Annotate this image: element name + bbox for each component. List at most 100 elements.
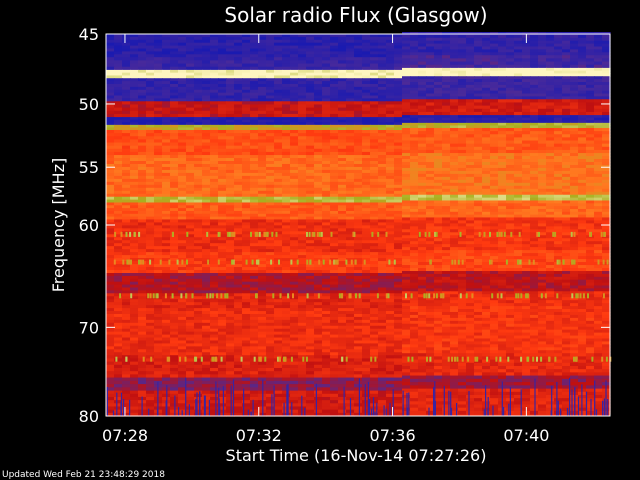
spectrum-cell	[506, 37, 515, 42]
spectrum-cell	[290, 34, 299, 38]
spectrum-cell	[450, 232, 459, 236]
spectrum-cell	[154, 145, 163, 150]
spectrum-cell	[146, 57, 155, 61]
spectrum-cell	[466, 84, 475, 89]
spectrum-cell	[402, 253, 411, 257]
spectrum-cell	[298, 234, 307, 238]
spectrum-cell	[474, 120, 483, 124]
spectrum-cell	[594, 64, 603, 69]
spectrum-cell	[202, 202, 211, 206]
spectrum-cell	[274, 190, 283, 195]
spectrum-cell	[394, 258, 403, 262]
spectrum-cell	[242, 231, 251, 235]
spectrum-cell	[266, 89, 275, 94]
spectrum-cell	[218, 63, 227, 68]
spectrum-cell	[474, 200, 483, 204]
spectrum-cell	[458, 173, 467, 178]
spectrum-cell	[538, 52, 547, 56]
spectrum-cell	[602, 67, 611, 72]
spectrum-cell	[586, 70, 595, 75]
spectrum-cell	[218, 261, 227, 265]
spectrum-cell	[242, 51, 251, 55]
spectrum-cell	[450, 241, 459, 245]
spectrum-cell	[138, 151, 147, 156]
spectrum-cell	[394, 69, 403, 74]
spectrum-cell	[546, 256, 555, 260]
spectrum-cell	[106, 267, 115, 271]
spectrum-cell	[330, 107, 339, 112]
spectrum-cell	[554, 238, 563, 242]
spectrum-cell	[482, 111, 491, 116]
spectrum-cell	[154, 219, 163, 224]
spectrum-cell	[546, 67, 555, 72]
spectrum-cell	[338, 169, 347, 174]
spectrum-cell	[170, 169, 179, 174]
spectrum-cell	[106, 107, 115, 112]
spectrum-cell	[434, 161, 443, 166]
spectrum-cell	[170, 136, 179, 140]
spectrum-cell	[194, 107, 203, 112]
spectrum-cell	[522, 99, 531, 104]
spectrum-cell	[370, 117, 379, 121]
spectrum-cell	[554, 149, 563, 154]
spectrum-cell	[458, 188, 467, 193]
spectrum-cell	[162, 231, 171, 235]
spectrum-cell	[202, 66, 211, 71]
spectrum-cell	[146, 81, 155, 85]
spectrum-cell	[426, 137, 435, 142]
spectrum-cell	[602, 125, 611, 129]
spectrum-cell	[234, 36, 243, 41]
spectrum-cell	[506, 241, 515, 245]
spectrum-cell	[474, 161, 483, 166]
spectrum-cell	[378, 208, 387, 212]
spectrum-cell	[178, 57, 187, 61]
spectrum-cell	[202, 81, 211, 85]
spectrum-cell	[186, 219, 195, 224]
spectrum-cell	[298, 240, 307, 244]
spectrum-cell	[426, 52, 435, 56]
spectrum-cell	[130, 95, 139, 100]
spectrum-cell	[466, 170, 475, 175]
spectrum-cell	[386, 237, 395, 241]
spectrum-cell	[122, 240, 131, 244]
spectrum-cell	[594, 70, 603, 75]
spectrum-cell	[162, 208, 171, 212]
spectrum-cell	[250, 155, 259, 159]
spectrum-cell	[538, 176, 547, 181]
spectrum-cell	[258, 172, 267, 177]
spectrum-cell	[434, 76, 443, 80]
spectrum-cell	[138, 48, 147, 52]
spectrum-cell	[570, 214, 579, 219]
spectrum-cell	[274, 169, 283, 174]
spectrum-cell	[490, 111, 499, 116]
spectrum-cell	[530, 52, 539, 56]
spectrum-cell	[162, 69, 171, 74]
spectrum-cell	[570, 46, 579, 50]
spectrum-cell	[554, 194, 563, 199]
spectrum-cell	[394, 155, 403, 159]
spectrum-cell	[434, 67, 443, 72]
spectrum-cell	[514, 61, 523, 66]
spectrum-cell	[170, 210, 179, 215]
spectrum-cell	[298, 119, 307, 123]
spectrum-cell	[330, 148, 339, 153]
spectrum-cell	[410, 200, 419, 204]
spectrum-cell	[130, 84, 139, 88]
spectrum-cell	[434, 61, 443, 66]
spectrum-cell	[514, 90, 523, 95]
spectrum-cell	[234, 193, 243, 198]
spectrum-cell	[490, 137, 499, 142]
spectrum-cell	[258, 193, 267, 198]
spectrum-cell	[506, 105, 515, 110]
spectrum-cell	[338, 57, 347, 61]
spectrum-cell	[170, 155, 179, 159]
spectrum-cell	[242, 117, 251, 121]
spectrum-cell	[266, 216, 275, 221]
spectrum-cell	[154, 133, 163, 137]
spectrum-cell	[546, 149, 555, 154]
spectrum-cell	[202, 151, 211, 156]
spectrum-cell	[162, 110, 171, 115]
spectrum-cell	[546, 55, 555, 59]
spectrum-cell	[138, 222, 147, 226]
spectrum-cell	[274, 181, 283, 186]
